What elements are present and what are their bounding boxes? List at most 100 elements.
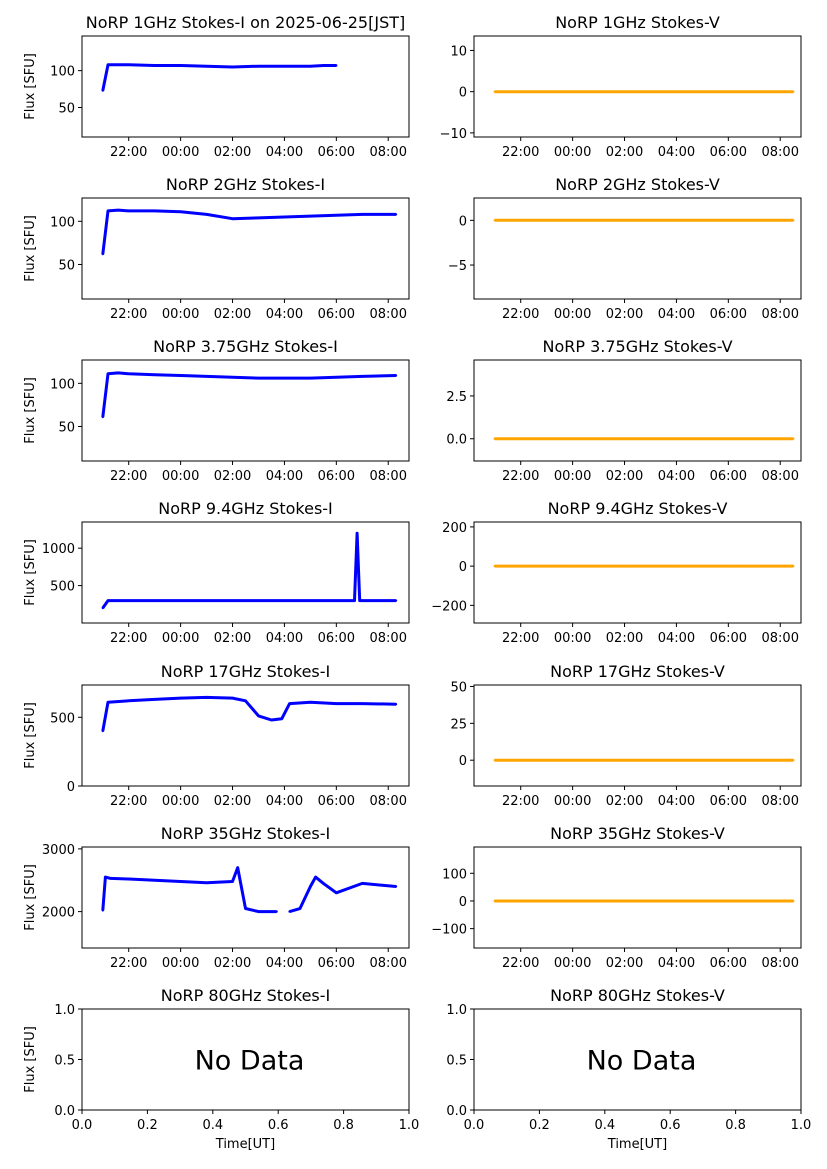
data-point [179, 880, 182, 883]
data-point [493, 219, 496, 222]
data-point [231, 696, 234, 700]
subplot-1: NoRP 1GHz Stokes-V 22:00 00:00 02:00 04:00 06… [440, 13, 802, 160]
data-point [106, 599, 110, 602]
data-point [101, 606, 105, 610]
x-tick-label: 0.4 [594, 1118, 615, 1133]
data-point [153, 373, 156, 376]
no-data-annotation: No Data [587, 1046, 697, 1077]
data-point [117, 208, 120, 212]
x-tick-label: 00:00 [554, 794, 591, 809]
data-point [205, 65, 208, 68]
x-tick-label: 04:00 [658, 469, 695, 484]
x-tick-label: 22:00 [502, 794, 539, 809]
x-tick-label: 22:00 [110, 469, 147, 484]
x-tick-label: 00:00 [162, 469, 199, 484]
subplot-title: NoRP 3.75GHz Stokes-V [542, 337, 732, 356]
data-point [153, 879, 156, 882]
y-tick-label: 0.0 [54, 1104, 75, 1119]
y-tick-label: 0 [459, 86, 467, 101]
x-tick-label: 1.0 [791, 1118, 812, 1133]
subplot-3: NoRP 2GHz Stokes-V 22:00 00:00 02:00 04:00 06… [448, 175, 802, 322]
x-tick-label: 06:00 [710, 145, 747, 160]
subplot-5: NoRP 3.75GHz Stokes-V 22:00 00:00 02:00 04:0… [446, 337, 802, 484]
data-point [335, 599, 338, 602]
data-series-line [101, 531, 396, 609]
data-point [257, 216, 260, 220]
x-tick-label: 06:00 [318, 631, 355, 646]
x-tick-label: 00:00 [162, 631, 199, 646]
data-point [205, 881, 208, 884]
y-tick-label: 50 [58, 102, 75, 117]
data-point [288, 910, 291, 913]
x-tick-label: 08:00 [370, 307, 407, 322]
data-point [280, 717, 283, 720]
x-tick-label: 02:00 [606, 145, 643, 160]
data-point [106, 372, 110, 375]
data-point [283, 376, 286, 380]
axes-frame [473, 521, 802, 624]
data-point [205, 213, 208, 216]
data-point [270, 910, 273, 913]
y-tick-label: 3000 [42, 843, 75, 858]
data-point [706, 90, 709, 93]
data-point [127, 63, 130, 66]
data-point [153, 64, 156, 67]
data-point [335, 64, 338, 67]
axes-frame [473, 197, 802, 300]
x-tick-label: 22:00 [502, 307, 539, 322]
data-point [493, 90, 496, 93]
y-tick-label: 500 [50, 711, 75, 726]
data-point [394, 213, 398, 216]
y-tick-label: 0 [459, 754, 467, 769]
data-point [179, 599, 182, 602]
data-point [257, 714, 260, 718]
subplot-title: NoRP 17GHz Stokes-I [161, 662, 330, 681]
x-tick-label: 04:00 [658, 631, 695, 646]
x-tick-label: 1.0 [399, 1118, 420, 1133]
subplot-title: NoRP 9.4GHz Stokes-I [158, 499, 333, 518]
x-tick-label: 0.8 [333, 1118, 354, 1133]
y-tick-label: 10 [450, 44, 467, 59]
subplot-8: NoRP 17GHz Stokes-I 22:00 00:00 02:00 04:00 0… [23, 662, 410, 809]
x-tick-label: 00:00 [162, 145, 199, 160]
data-point [205, 696, 208, 699]
y-tick-label: 200 [442, 521, 467, 536]
x-tick-label: 0.4 [202, 1118, 223, 1133]
x-tick-label: 02:00 [214, 794, 251, 809]
data-point [275, 910, 278, 913]
y-tick-label: 500 [50, 580, 75, 595]
data-point [335, 702, 338, 705]
data-point [101, 89, 105, 92]
x-tick-label: 04:00 [658, 307, 695, 322]
x-tick-label: 06:00 [318, 145, 355, 160]
subplot-4: NoRP 3.75GHz Stokes-I 22:00 00:00 02:00 04:0… [23, 337, 410, 484]
x-tick-label: 06:00 [710, 307, 747, 322]
data-point [106, 701, 110, 704]
axes-frame [473, 684, 802, 787]
data-point [270, 718, 273, 722]
x-tick-label: 02:00 [214, 307, 251, 322]
data-point [792, 219, 795, 222]
data-point [231, 65, 234, 69]
x-tick-label: 08:00 [370, 469, 407, 484]
subplot-13: NoRP 80GHz Stokes-V 0.0 0.2 0.4 0.6 0.8 1.0 0.0… [446, 986, 811, 1152]
data-point [571, 90, 574, 93]
x-tick-label: 04:00 [266, 631, 303, 646]
x-tick-label: 22:00 [502, 631, 539, 646]
axes-frame [473, 359, 802, 462]
data-point [493, 899, 496, 903]
y-tick-label: 0 [459, 214, 467, 229]
data-point [361, 882, 364, 885]
x-tick-label: 02:00 [606, 469, 643, 484]
data-point [309, 376, 312, 380]
data-point [257, 599, 260, 602]
axes-frame [473, 35, 802, 138]
data-point [361, 375, 364, 378]
data-point [394, 703, 398, 706]
x-tick-label: 08:00 [762, 794, 799, 809]
subplot-title: NoRP 2GHz Stokes-V [555, 175, 720, 194]
data-point [792, 564, 795, 568]
data-point [298, 907, 302, 910]
x-tick-label: 02:00 [606, 794, 643, 809]
x-tick-label: 06:00 [710, 956, 747, 971]
